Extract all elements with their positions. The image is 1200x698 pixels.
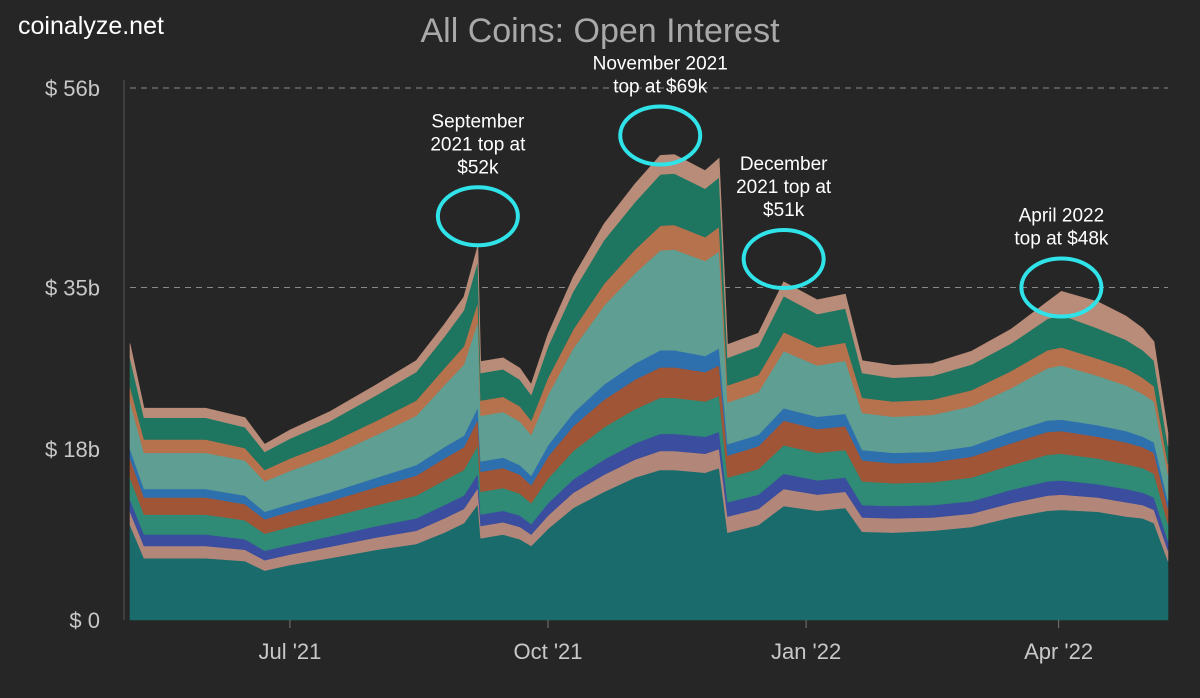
peak-annotation-label: September 2021 top at $52k bbox=[430, 111, 526, 178]
peak-annotation-label: December 2021 top at $51k bbox=[736, 154, 832, 221]
chart-title: All Coins: Open Interest bbox=[420, 12, 780, 50]
annotation-line: $52k bbox=[457, 157, 499, 178]
annotation-line: April 2022 bbox=[1019, 206, 1105, 227]
annotation-line: November 2021 bbox=[593, 54, 728, 75]
peak-annotation-label: April 2022 top at $48k bbox=[1014, 206, 1109, 250]
stacked-areas bbox=[129, 154, 1169, 621]
annotation-line: 2021 top at bbox=[736, 177, 832, 198]
annotation-line: top at $69k bbox=[613, 77, 708, 98]
annotation-line: top at $48k bbox=[1014, 229, 1109, 250]
x-tick-label: Jul '21 bbox=[258, 639, 321, 664]
y-tick-label: $ 18b bbox=[45, 437, 100, 462]
annotation-line: December bbox=[740, 154, 828, 175]
x-tick-label: Jan '22 bbox=[771, 639, 841, 664]
peak-highlight-circle bbox=[1019, 256, 1104, 319]
brand-watermark: coinalyze.net bbox=[18, 12, 164, 40]
annotation-line: September bbox=[431, 111, 525, 132]
axes: $ 0 $ 18b $ 35b $ 56b Jul '21 Oct '21 Jan '22 A… bbox=[45, 76, 1093, 664]
y-tick-label: $ 35b bbox=[45, 276, 100, 301]
peak-annotation-label: November 2021 top at $69k bbox=[593, 54, 728, 98]
annotation-line: 2021 top at bbox=[430, 134, 526, 155]
x-tick-label: Apr '22 bbox=[1024, 639, 1093, 664]
peak-highlight-circle bbox=[741, 228, 826, 290]
y-tick-label: $ 0 bbox=[69, 608, 100, 633]
y-tick-label: $ 56b bbox=[45, 76, 100, 101]
peak-highlight-circle bbox=[618, 104, 703, 167]
x-tick-label: Oct '21 bbox=[513, 639, 582, 664]
annotation-line: $51k bbox=[763, 200, 805, 221]
area-series-9 bbox=[129, 154, 1169, 453]
peak-highlight-circle bbox=[435, 185, 520, 248]
